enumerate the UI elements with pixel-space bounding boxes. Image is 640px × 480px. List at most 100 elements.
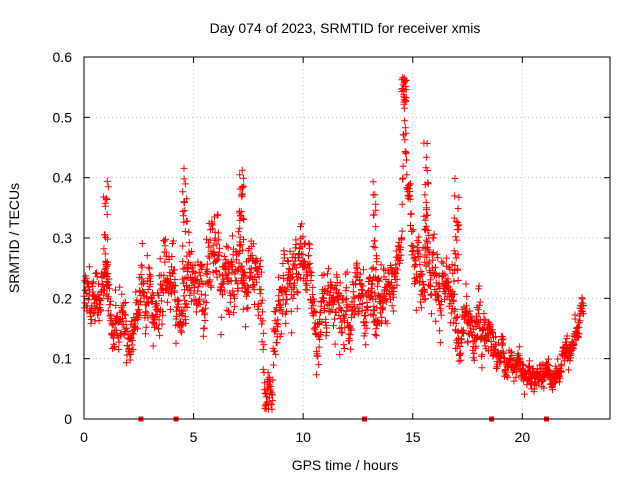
data-point — [193, 276, 201, 284]
data-point — [166, 279, 174, 287]
data-point — [204, 268, 212, 275]
data-point — [421, 295, 429, 303]
data-point — [197, 272, 205, 280]
data-point — [228, 268, 236, 276]
data-point — [433, 250, 441, 258]
data-point — [182, 319, 190, 327]
data-point — [417, 290, 425, 298]
data-point — [405, 181, 413, 189]
data-point — [279, 260, 287, 267]
data-point — [177, 306, 185, 314]
data-point — [192, 308, 200, 316]
data-point — [234, 287, 242, 295]
data-point — [432, 317, 440, 325]
data-point — [408, 227, 416, 235]
data-point — [302, 279, 310, 287]
data-point — [228, 261, 236, 269]
x-tick-label: 15 — [405, 429, 421, 445]
data-point — [185, 239, 193, 247]
data-point — [282, 287, 290, 295]
data-point — [450, 297, 458, 305]
data-point — [287, 307, 295, 315]
data-point — [377, 261, 385, 269]
data-point — [231, 303, 239, 311]
data-point — [456, 343, 464, 350]
data-point — [463, 292, 471, 300]
data-point — [171, 276, 179, 283]
data-point — [346, 323, 354, 331]
data-point — [272, 327, 280, 335]
data-point — [239, 305, 247, 313]
data-point — [401, 117, 409, 125]
data-point — [580, 310, 587, 318]
data-point — [403, 156, 410, 164]
data-point — [179, 307, 187, 315]
data-point — [169, 237, 177, 245]
data-point — [196, 295, 203, 303]
data-point — [143, 299, 151, 307]
data-point — [426, 276, 434, 284]
data-point — [215, 236, 223, 244]
data-point — [350, 293, 358, 301]
data-point — [155, 325, 163, 333]
data-point — [112, 302, 120, 309]
data-point — [214, 211, 222, 219]
data-point — [383, 319, 391, 327]
data-point — [180, 164, 188, 172]
data-point — [209, 221, 217, 229]
data-point — [340, 345, 348, 352]
data-point — [341, 296, 349, 304]
data-point — [415, 279, 423, 287]
data-point — [267, 400, 275, 408]
data-point — [158, 297, 165, 305]
data-point — [436, 327, 444, 335]
data-point — [202, 269, 210, 277]
data-point — [420, 296, 428, 304]
data-point — [352, 273, 360, 281]
data-point — [362, 341, 370, 349]
data-point — [104, 281, 112, 289]
data-point — [217, 313, 225, 321]
axes: 0 0.1 0.2 0.3 0.4 0.5 0.6 0 5 10 15 20 — [53, 49, 610, 445]
data-point — [400, 76, 408, 83]
data-point — [452, 254, 460, 262]
data-point — [93, 273, 101, 281]
data-point — [449, 296, 457, 304]
data-point — [305, 264, 313, 272]
data-point — [230, 309, 238, 317]
data-point — [470, 349, 478, 357]
data-point — [322, 332, 330, 340]
data-point — [221, 287, 229, 295]
data-point — [144, 314, 152, 322]
data-point — [424, 248, 432, 256]
data-point — [451, 192, 459, 200]
data-point — [259, 365, 267, 373]
data-point — [167, 306, 174, 313]
data-point — [277, 330, 285, 338]
data-point — [325, 265, 332, 273]
data-point — [368, 265, 376, 273]
data-point — [437, 301, 445, 309]
data-point — [369, 178, 377, 186]
data-points — [80, 74, 587, 413]
data-point — [288, 329, 296, 337]
data-point — [116, 283, 124, 291]
data-point — [452, 217, 460, 225]
data-point — [343, 295, 351, 303]
data-point — [463, 302, 470, 310]
data-point — [110, 331, 118, 339]
data-point — [181, 180, 189, 188]
data-point — [579, 301, 587, 309]
data-point — [181, 199, 189, 206]
y-tick-label: 0.1 — [53, 351, 73, 367]
data-point — [202, 304, 209, 312]
data-point — [435, 292, 443, 300]
data-point — [369, 264, 377, 272]
data-point — [237, 208, 245, 215]
data-point — [88, 316, 95, 323]
data-point — [173, 296, 181, 304]
data-point — [428, 310, 435, 318]
data-point — [571, 315, 579, 323]
data-point — [213, 257, 221, 265]
data-point — [133, 296, 141, 304]
